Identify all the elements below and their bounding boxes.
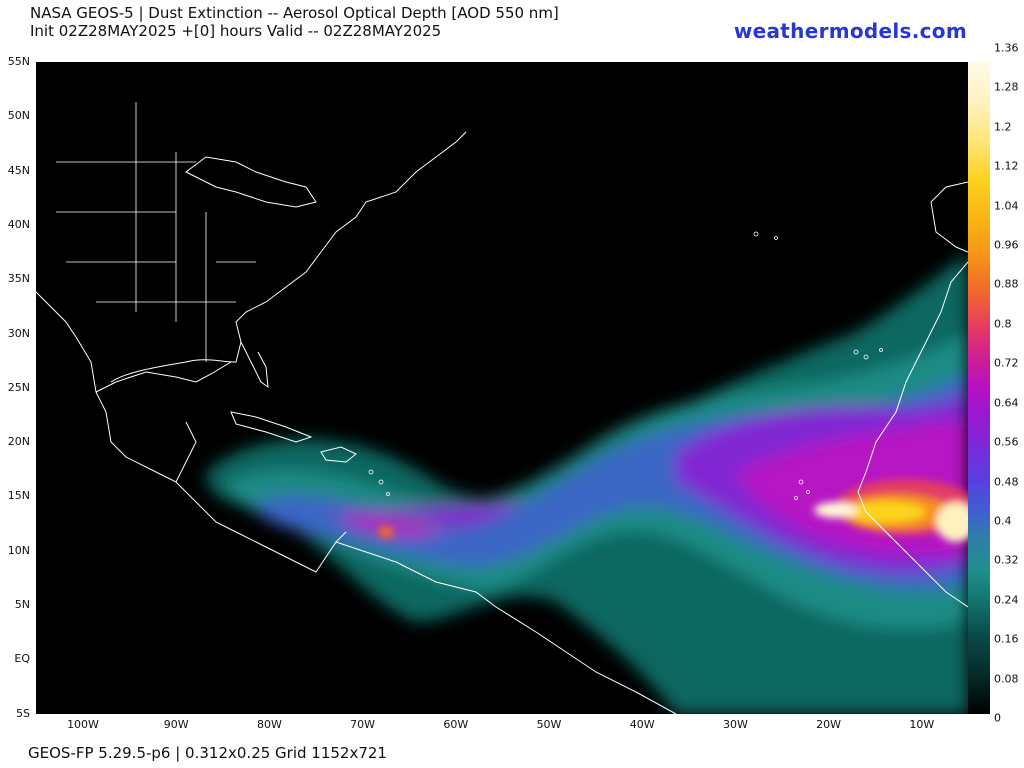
map-canvas — [36, 62, 968, 714]
lon-label: 70W — [350, 718, 376, 731]
gulf-coast — [95, 361, 232, 393]
colorbar-tick-label: 1.04 — [994, 199, 1019, 213]
colorbar-tick-label: 0.4 — [994, 514, 1012, 528]
lat-label: 30N — [7, 326, 30, 340]
lon-label: 80W — [256, 718, 282, 731]
colorbar-tick-label: 0.88 — [994, 277, 1019, 291]
lat-label: 5N — [14, 598, 30, 611]
state-borders — [56, 102, 256, 362]
colorbar — [968, 62, 990, 714]
central-america-coast — [175, 481, 347, 573]
colorbar-tick-label: 0.16 — [994, 632, 1019, 646]
dust-core-pale — [936, 502, 968, 542]
islands — [368, 231, 883, 500]
brand-link[interactable]: weathermodels.com — [733, 19, 967, 43]
lat-label: 10N — [7, 543, 30, 557]
dust-core-yellow — [846, 501, 926, 523]
florida-coast — [240, 341, 269, 389]
dust-core-pale-west — [814, 502, 858, 518]
lat-label: 15N — [7, 489, 30, 503]
lat-label: 5S — [16, 706, 30, 720]
colorbar-tick-label: 0.24 — [994, 593, 1019, 607]
lon-label: 40W — [629, 718, 655, 731]
colorbar-tick-label: 0.64 — [994, 396, 1019, 410]
lat-label: 55N — [7, 55, 30, 68]
hispaniola — [320, 446, 357, 463]
footer-info: GEOS-FP 5.29.5-p6 | 0.312x0.25 Grid 1152… — [28, 744, 387, 762]
cuba — [230, 411, 313, 443]
lon-label: 30W — [722, 718, 748, 731]
lat-label: EQ — [14, 652, 30, 666]
lon-label: 60W — [443, 718, 469, 731]
map-svg — [36, 62, 968, 714]
lat-label: 35N — [7, 272, 30, 286]
colorbar-tick-label: 0.08 — [994, 672, 1019, 686]
colorbar-tick-label: 0.72 — [994, 356, 1019, 370]
colorbar-tick-label: 0.32 — [994, 553, 1019, 567]
colorbar-tick-label: 1.28 — [994, 80, 1019, 94]
colorbar-tick-label: 1.36 — [994, 41, 1019, 55]
colorbar-tick-label: 0.8 — [994, 317, 1012, 331]
lon-label: 20W — [816, 718, 842, 731]
map-subtitle: Init 02Z28MAY2025 +[0] hours Valid -- 02… — [30, 22, 442, 40]
colorbar-tick-label: 0 — [994, 711, 1001, 725]
lat-label: 25N — [7, 380, 30, 394]
dust-magenta — [336, 422, 968, 556]
colorbar-tick-label: 1.12 — [994, 159, 1019, 173]
coastlines — [36, 102, 968, 714]
dust-core — [378, 479, 968, 542]
dust-caribbean-hot — [378, 526, 394, 538]
south-america-coast — [335, 541, 677, 714]
dust-plume — [206, 252, 968, 714]
colorbar-tick-label: 0.56 — [994, 435, 1019, 449]
north-america-coast — [36, 131, 467, 483]
lat-label: 45N — [7, 163, 30, 177]
map-title: NASA GEOS-5 | Dust Extinction -- Aerosol… — [30, 4, 559, 22]
colorbar-tick-label: 1.2 — [994, 120, 1012, 134]
africa-coast — [857, 261, 968, 608]
colorbar-tick-label: 0.96 — [994, 238, 1019, 252]
lon-label: 100W — [67, 718, 99, 731]
great-lakes — [185, 156, 317, 208]
lat-label: 50N — [7, 109, 30, 123]
lat-label: 20N — [7, 435, 30, 449]
iberia-coast — [930, 181, 968, 253]
lat-label: 40N — [7, 217, 30, 231]
lon-label: 90W — [163, 718, 189, 731]
lon-label: 50W — [536, 718, 562, 731]
colorbar-tick-label: 0.48 — [994, 475, 1019, 489]
lon-label: 10W — [909, 718, 935, 731]
